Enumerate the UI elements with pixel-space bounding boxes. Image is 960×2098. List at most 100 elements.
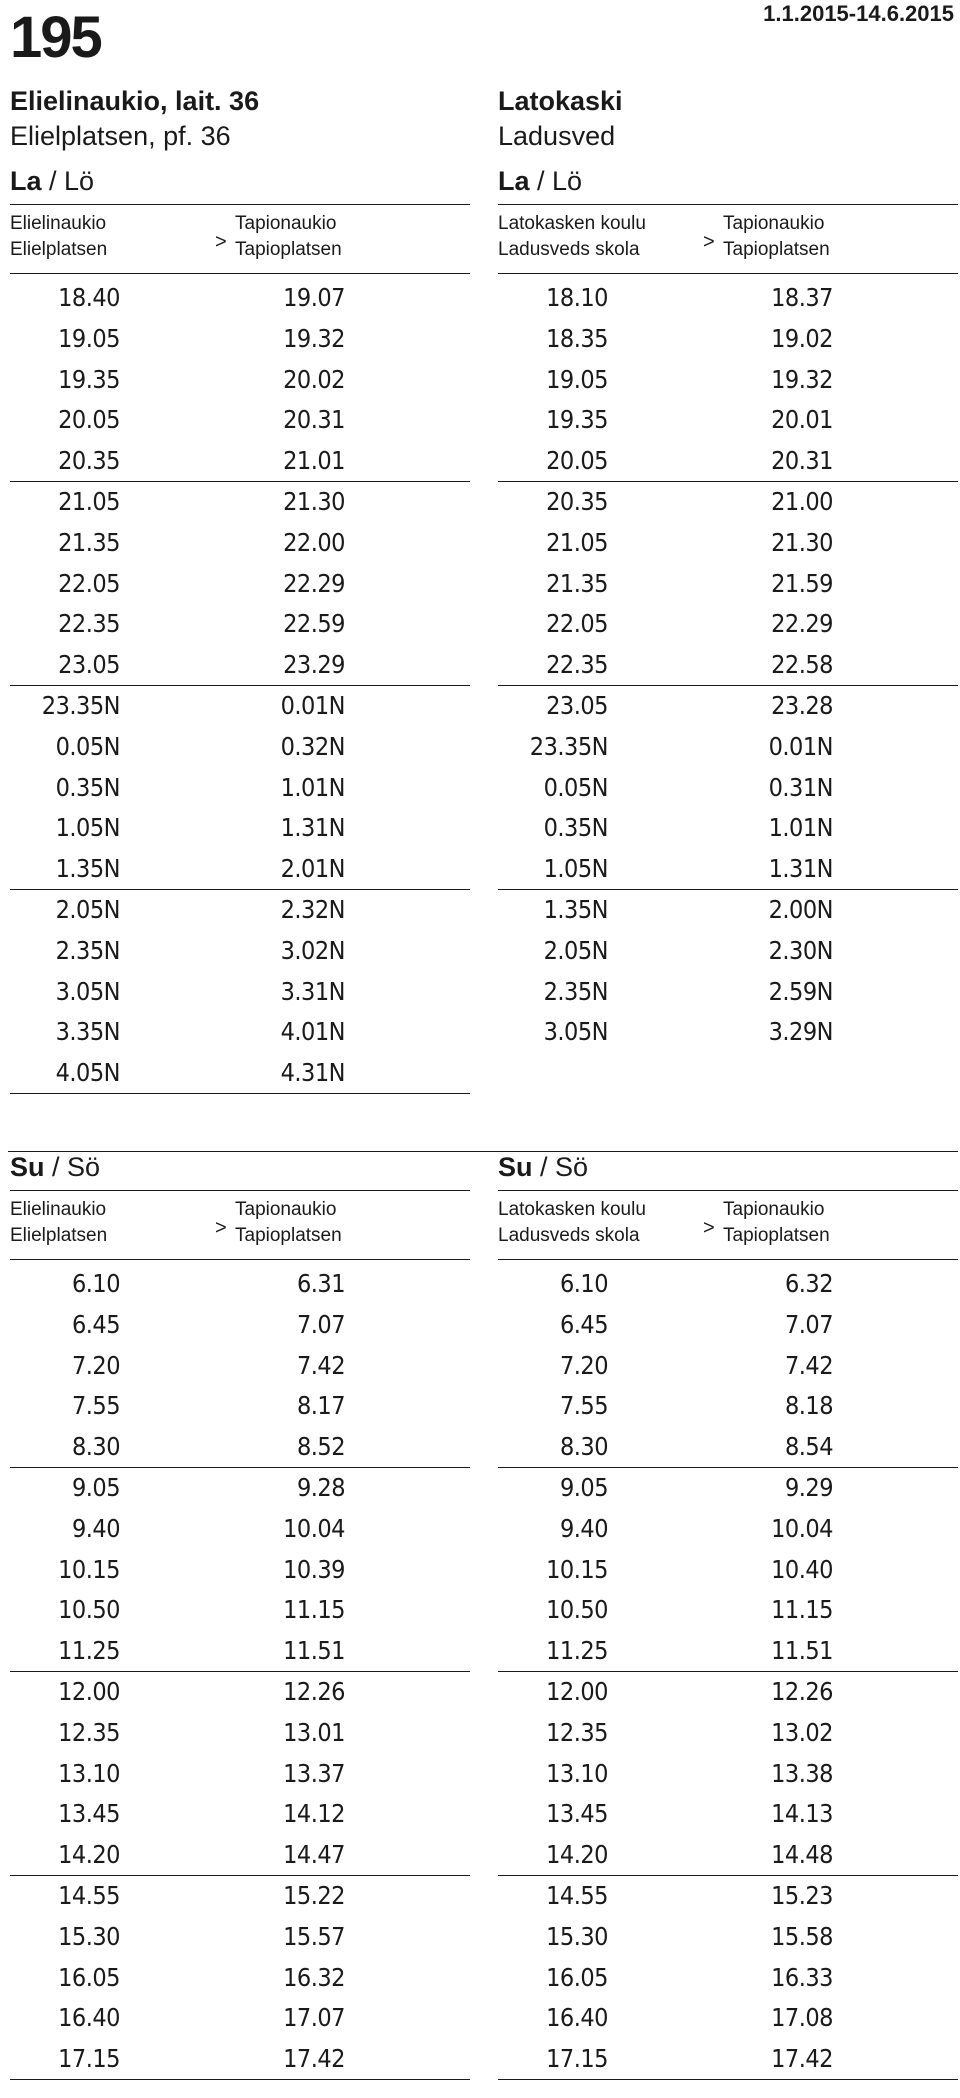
table-row: 1.35N 2.00N bbox=[498, 890, 958, 931]
origin-sv: Elielplatsen bbox=[10, 1225, 108, 1246]
departure-time: 7.55 bbox=[71, 1391, 121, 1421]
arrival-time: 15.23 bbox=[771, 1880, 833, 1910]
departure-time: 14.20 bbox=[58, 1840, 120, 1870]
departure-time: 11.25 bbox=[546, 1636, 608, 1666]
departure-time: 4.05N bbox=[55, 1058, 121, 1088]
table-row: 10.15 10.39 bbox=[10, 1550, 470, 1591]
table-row: 10.50 11.15 bbox=[10, 1590, 470, 1631]
table-row: 19.05 19.32 bbox=[498, 360, 958, 401]
departure-time: 21.05 bbox=[58, 486, 120, 516]
arrival-time: 2.59N bbox=[768, 976, 834, 1006]
arrival-time: 20.01 bbox=[771, 405, 833, 435]
arrival-time: 11.15 bbox=[283, 1595, 345, 1625]
arrival-time: 4.31N bbox=[280, 1058, 346, 1088]
table-row: 1.05N 1.31N bbox=[10, 808, 470, 849]
timetable-right-sunday: Su / Sö Latokasken koulu Ladusveds skola > T… bbox=[498, 1148, 958, 2080]
departure-time: 9.40 bbox=[559, 1513, 609, 1543]
arrival-time: 20.02 bbox=[283, 364, 345, 394]
departure-rows: 6.10 6.31 6.45 7.07 7.20 7.42 7.55 8.17 8.30 8.52… bbox=[10, 1264, 470, 2080]
table-row: 2.05N 2.32N bbox=[10, 890, 470, 931]
arrival-time: 13.38 bbox=[771, 1758, 833, 1788]
table-row: 3.05N 3.29N bbox=[498, 1012, 958, 1053]
departure-rows: 18.10 18.37 18.35 19.02 19.05 19.32 19.35 20.01… bbox=[498, 278, 958, 1053]
table-row: 6.10 6.31 bbox=[10, 1264, 470, 1305]
destination-stop-label: Tapionaukio Tapioplatsen bbox=[235, 1197, 342, 1249]
departure-time: 19.05 bbox=[546, 364, 608, 394]
departure-time: 0.05N bbox=[55, 731, 121, 761]
departure-time: 7.55 bbox=[559, 1391, 609, 1421]
departure-time: 12.00 bbox=[58, 1676, 120, 1706]
departure-time: 19.35 bbox=[546, 405, 608, 435]
arrival-time: 20.31 bbox=[283, 405, 345, 435]
table-row: 18.35 19.02 bbox=[498, 319, 958, 360]
arrival-time: 15.58 bbox=[771, 1921, 833, 1951]
arrival-time: 12.26 bbox=[771, 1676, 833, 1706]
departure-time: 13.10 bbox=[58, 1758, 120, 1788]
table-row: 1.05N 1.31N bbox=[498, 849, 958, 890]
table-row: 10.15 10.40 bbox=[498, 1550, 958, 1591]
departure-time: 22.05 bbox=[58, 568, 120, 598]
departure-time: 14.55 bbox=[58, 1880, 120, 1910]
arrival-time: 6.32 bbox=[784, 1269, 834, 1298]
arrival-time: 3.31N bbox=[280, 976, 346, 1006]
table-row: 13.45 14.12 bbox=[10, 1794, 470, 1835]
table-row: 20.05 20.31 bbox=[498, 441, 958, 482]
origin-fi: Latokasken koulu bbox=[498, 1199, 646, 1220]
day-label-separator: / bbox=[44, 1152, 68, 1182]
table-row: 0.05N 0.31N bbox=[498, 768, 958, 809]
day-label-separator: / bbox=[41, 166, 65, 196]
day-label-fi: La bbox=[498, 166, 530, 196]
destination-sv: Tapioplatsen bbox=[723, 1225, 830, 1246]
table-row: 12.35 13.01 bbox=[10, 1713, 470, 1754]
origin-stop-label: Latokasken koulu Ladusveds skola bbox=[498, 1197, 646, 1249]
arrival-time: 17.07 bbox=[283, 2003, 345, 2033]
arrival-time: 14.48 bbox=[771, 1840, 833, 1870]
table-row: 20.05 20.31 bbox=[10, 400, 470, 441]
table-row: 21.05 21.30 bbox=[10, 482, 470, 523]
table-row: 7.55 8.18 bbox=[498, 1386, 958, 1427]
arrival-time: 6.31 bbox=[296, 1269, 346, 1298]
table-row: 8.30 8.54 bbox=[498, 1427, 958, 1468]
table-row: 8.30 8.52 bbox=[10, 1427, 470, 1468]
departure-time: 22.35 bbox=[546, 650, 608, 680]
day-label-sv: Sö bbox=[555, 1152, 589, 1182]
table-row: 18.10 18.37 bbox=[498, 278, 958, 319]
departure-time: 15.30 bbox=[546, 1921, 608, 1951]
destination-sv: Tapioplatsen bbox=[723, 239, 830, 260]
table-row: 9.05 9.28 bbox=[10, 1468, 470, 1509]
day-label-fi: Su bbox=[10, 1152, 45, 1182]
day-label-fi: Su bbox=[498, 1152, 533, 1182]
day-label: La / Lö bbox=[498, 162, 958, 205]
departure-time: 1.05N bbox=[55, 813, 121, 843]
departure-time: 14.20 bbox=[546, 1840, 608, 1870]
arrival-time: 14.12 bbox=[283, 1799, 345, 1829]
arrival-time: 0.32N bbox=[280, 731, 346, 761]
destination-stop-label: Tapionaukio Tapioplatsen bbox=[723, 211, 830, 263]
arrival-time: 7.42 bbox=[296, 1350, 346, 1380]
timetable-right-saturday: La / Lö Latokasken koulu Ladusveds skola > T… bbox=[498, 162, 958, 1053]
arrival-time: 22.58 bbox=[771, 650, 833, 680]
arrival-time: 3.29N bbox=[768, 1017, 834, 1047]
arrival-time: 2.32N bbox=[280, 894, 346, 924]
direction-arrow-icon: > bbox=[215, 231, 227, 253]
departure-time: 8.30 bbox=[71, 1432, 121, 1462]
departure-time: 19.35 bbox=[58, 364, 120, 394]
destination-sv: Tapioplatsen bbox=[235, 1225, 342, 1246]
arrival-time: 19.07 bbox=[283, 283, 345, 312]
origin-stop-label: Latokasken koulu Ladusveds skola bbox=[498, 211, 646, 263]
arrival-time: 13.37 bbox=[283, 1758, 345, 1788]
origin-sv: Elielplatsen bbox=[10, 239, 108, 260]
departure-time: 16.05 bbox=[546, 1962, 608, 1992]
destination-stop-label: Tapionaukio Tapioplatsen bbox=[235, 211, 342, 263]
day-label-separator: / bbox=[532, 1152, 556, 1182]
departure-time: 6.10 bbox=[71, 1269, 121, 1298]
departure-time: 2.05N bbox=[55, 894, 121, 924]
day-label: Su / Sö bbox=[10, 1148, 470, 1191]
departure-time: 23.05 bbox=[546, 690, 608, 720]
table-row: 3.05N 3.31N bbox=[10, 972, 470, 1013]
table-row: 12.35 13.02 bbox=[498, 1713, 958, 1754]
departure-time: 20.35 bbox=[58, 446, 120, 476]
table-row: 11.25 11.51 bbox=[10, 1631, 470, 1672]
origin-fi: Latokasken koulu bbox=[498, 213, 646, 234]
departure-time: 22.35 bbox=[58, 609, 120, 639]
